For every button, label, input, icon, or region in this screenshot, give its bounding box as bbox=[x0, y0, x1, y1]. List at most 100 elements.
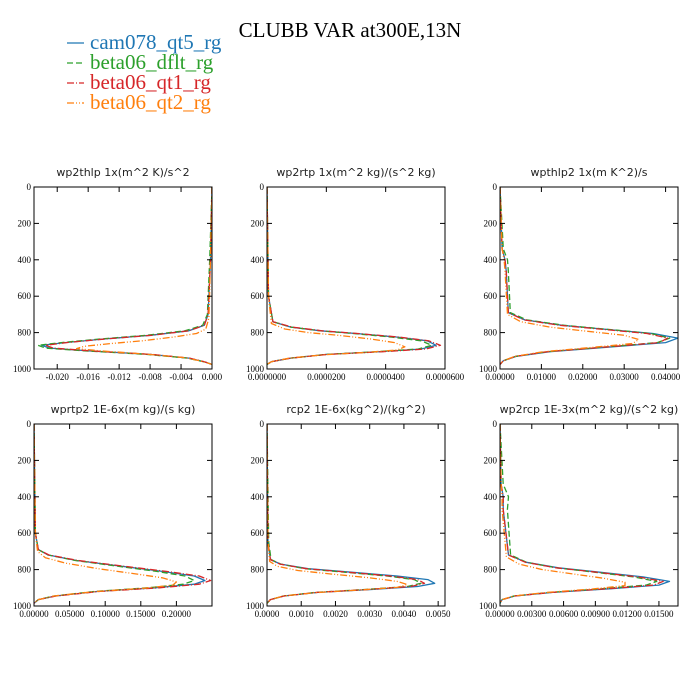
x-tick-label: -0.004 bbox=[169, 372, 193, 382]
x-tick-label: -0.020 bbox=[46, 372, 70, 382]
y-tick-label: 1000 bbox=[13, 364, 32, 374]
legend-label: beta06_qt2_rg bbox=[90, 90, 211, 114]
panel: wprtp2 1E-6x(m kg)/(s kg) 0 200 400 600 800 10… bbox=[13, 403, 213, 619]
series-group bbox=[34, 424, 212, 604]
x-tick-label: 0.05000 bbox=[55, 609, 85, 619]
y-tick-label: 0 bbox=[27, 182, 32, 192]
y-tick-label: 0 bbox=[260, 419, 265, 429]
legend-entry: cam078_qt5_rg bbox=[67, 30, 222, 54]
x-tick-label: 0.00300 bbox=[517, 609, 547, 619]
panel-title: wp2rtp 1x(m^2 kg)/(s^2 kg) bbox=[276, 166, 435, 179]
x-tick-label: -0.008 bbox=[138, 372, 162, 382]
x-tick-label: 0.0000000 bbox=[248, 372, 287, 382]
y-tick-label: 200 bbox=[18, 218, 32, 228]
series-line bbox=[34, 424, 178, 604]
series-line bbox=[75, 187, 212, 366]
panel: rcp2 1E-6x(kg^2)/(kg^2) 0 200 400 600 800 1000… bbox=[246, 403, 451, 619]
y-tick-label: 400 bbox=[18, 255, 32, 265]
series-group bbox=[267, 424, 436, 604]
x-tick-label: 0.0000 bbox=[255, 609, 280, 619]
x-tick-label: 0.01200 bbox=[613, 609, 643, 619]
legend-label: beta06_qt1_rg bbox=[90, 70, 211, 94]
x-tick-label: -0.016 bbox=[77, 372, 101, 382]
series-line bbox=[267, 187, 406, 365]
y-tick-label: 200 bbox=[18, 455, 32, 465]
y-tick-label: 1000 bbox=[246, 601, 265, 611]
x-tick-label: 0.000 bbox=[202, 372, 223, 382]
panel-title: rcp2 1E-6x(kg^2)/(kg^2) bbox=[286, 403, 425, 416]
y-tick-label: 400 bbox=[251, 492, 265, 502]
figure-title: CLUBB VAR at300E,13N bbox=[239, 18, 462, 42]
y-tick-label: 200 bbox=[251, 218, 265, 228]
series-line bbox=[34, 424, 212, 604]
y-tick-label: 600 bbox=[251, 291, 265, 301]
y-tick-label: 0 bbox=[260, 182, 265, 192]
x-tick-label: 0.00000 bbox=[485, 609, 515, 619]
plot-frame bbox=[499, 423, 679, 607]
series-group bbox=[37, 187, 212, 366]
y-tick-label: 800 bbox=[18, 328, 32, 338]
x-tick-label: 0.00600 bbox=[549, 609, 579, 619]
plot-frame bbox=[266, 423, 446, 607]
y-tick-label: 800 bbox=[18, 565, 32, 575]
y-tick-label: 200 bbox=[484, 455, 498, 465]
legend-label: beta06_dflt_rg bbox=[90, 50, 214, 74]
y-tick-label: 600 bbox=[18, 291, 32, 301]
y-tick-label: 200 bbox=[251, 455, 265, 465]
x-tick-label: 0.0030 bbox=[357, 609, 382, 619]
panels: wp2thlp 1x(m^2 K)/s^2 0 200 400 600 800 1000 -0… bbox=[13, 166, 681, 619]
series-line bbox=[500, 424, 664, 604]
y-tick-label: 1000 bbox=[479, 364, 498, 374]
x-tick-label: 0.0040 bbox=[392, 609, 417, 619]
x-tick-label: 0.0000600 bbox=[426, 372, 465, 382]
series-line bbox=[500, 187, 669, 365]
series-line bbox=[500, 424, 626, 604]
y-tick-label: 200 bbox=[484, 218, 498, 228]
y-tick-label: 0 bbox=[493, 182, 498, 192]
panel: wp2thlp 1x(m^2 K)/s^2 0 200 400 600 800 1000 -0… bbox=[13, 166, 223, 382]
x-tick-label: 0.04000 bbox=[651, 372, 681, 382]
y-tick-label: 1000 bbox=[13, 601, 32, 611]
y-tick-label: 800 bbox=[251, 565, 265, 575]
y-tick-label: 0 bbox=[27, 419, 32, 429]
x-tick-label: 0.00000 bbox=[485, 372, 515, 382]
x-tick-label: 0.03000 bbox=[610, 372, 640, 382]
panel: wp2rcp 1E-3x(m^2 kg)/(s^2 kg)0 200 400 600 8… bbox=[479, 403, 679, 619]
x-tick-label: 0.00000 bbox=[19, 609, 49, 619]
plot-frame bbox=[266, 186, 446, 370]
plot-frame bbox=[33, 423, 213, 607]
panel-title: wprtp2 1E-6x(m kg)/(s kg) bbox=[51, 403, 196, 416]
y-tick-label: 800 bbox=[484, 565, 498, 575]
y-tick-label: 400 bbox=[484, 255, 498, 265]
x-tick-label: 0.01000 bbox=[527, 372, 557, 382]
y-tick-label: 600 bbox=[251, 528, 265, 538]
x-tick-label: 0.0000400 bbox=[367, 372, 406, 382]
y-tick-label: 1000 bbox=[246, 364, 265, 374]
series-group bbox=[500, 187, 678, 365]
panel-title: wp2thlp 1x(m^2 K)/s^2 bbox=[56, 166, 189, 179]
y-tick-label: 600 bbox=[484, 291, 498, 301]
y-tick-label: 800 bbox=[251, 328, 265, 338]
panel-title: wp2rcp 1E-3x(m^2 kg)/(s^2 kg) bbox=[500, 403, 679, 416]
panel-title: wpthlp2 1x(m K^2)/s bbox=[531, 166, 648, 179]
y-tick-label: 400 bbox=[18, 492, 32, 502]
series-group bbox=[500, 424, 671, 604]
panel: wpthlp2 1x(m K^2)/s 0 200 400 600 800 10000.00… bbox=[479, 166, 681, 382]
y-tick-label: 800 bbox=[484, 328, 498, 338]
panel: wp2rtp 1x(m^2 kg)/(s^2 kg) 0 200 400 600 800 1… bbox=[246, 166, 465, 382]
series-line bbox=[267, 187, 442, 365]
series-line bbox=[37, 187, 212, 366]
y-tick-label: 400 bbox=[484, 492, 498, 502]
x-tick-label: 0.15000 bbox=[126, 609, 156, 619]
x-tick-label: 0.0020 bbox=[323, 609, 348, 619]
x-tick-label: 0.0010 bbox=[289, 609, 314, 619]
y-tick-label: 600 bbox=[18, 528, 32, 538]
legend: cam078_qt5_rgbeta06_dflt_rgbeta06_qt1_rg… bbox=[67, 30, 222, 114]
x-tick-label: 0.00900 bbox=[581, 609, 611, 619]
series-line bbox=[44, 187, 212, 366]
y-tick-label: 1000 bbox=[479, 601, 498, 611]
x-tick-label: -0.012 bbox=[108, 372, 131, 382]
plot-frame bbox=[33, 186, 213, 370]
y-tick-label: 400 bbox=[251, 255, 265, 265]
